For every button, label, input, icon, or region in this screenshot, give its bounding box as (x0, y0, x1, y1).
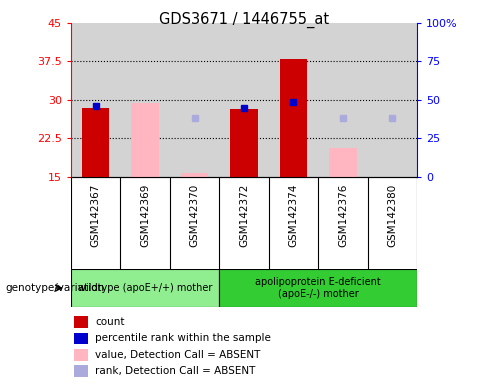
Bar (74, 316, 88, 328)
Text: genotype/variation: genotype/variation (5, 283, 104, 293)
Bar (280, 59, 307, 177)
Bar (74, 349, 88, 361)
Text: GSM142367: GSM142367 (90, 184, 101, 247)
Bar (74, 333, 88, 344)
Text: GSM142370: GSM142370 (189, 184, 200, 247)
Text: percentile rank within the sample: percentile rank within the sample (95, 333, 271, 343)
Text: GSM142372: GSM142372 (239, 184, 249, 247)
Text: GSM142369: GSM142369 (140, 184, 150, 247)
Bar (74, 365, 88, 377)
Text: GSM142380: GSM142380 (387, 184, 398, 247)
Text: wildtype (apoE+/+) mother: wildtype (apoE+/+) mother (78, 283, 212, 293)
Bar (131, 103, 159, 177)
Bar (71, 269, 219, 307)
Text: rank, Detection Call = ABSENT: rank, Detection Call = ABSENT (95, 366, 255, 376)
Bar (230, 109, 258, 177)
Text: apolipoprotein E-deficient
(apoE-/-) mother: apolipoprotein E-deficient (apoE-/-) mot… (255, 277, 381, 299)
Bar (181, 172, 208, 177)
Text: value, Detection Call = ABSENT: value, Detection Call = ABSENT (95, 350, 261, 360)
Text: GDS3671 / 1446755_at: GDS3671 / 1446755_at (159, 12, 329, 28)
Bar (219, 269, 417, 307)
Bar (82, 108, 109, 177)
Bar (329, 149, 357, 177)
Text: count: count (95, 317, 124, 327)
Text: GSM142376: GSM142376 (338, 184, 348, 247)
Text: GSM142374: GSM142374 (288, 184, 299, 247)
